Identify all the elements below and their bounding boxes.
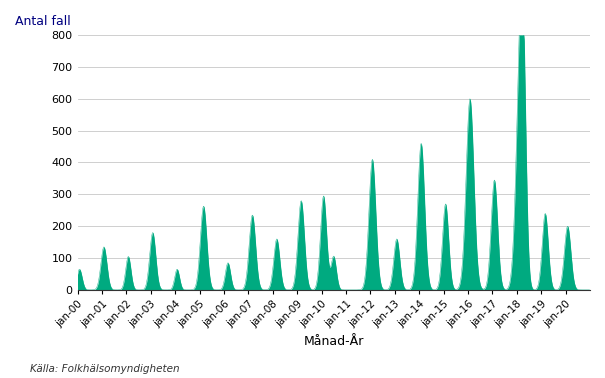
Text: Antal fall: Antal fall	[15, 15, 71, 28]
Text: Källa: Folkhälsomyndigheten: Källa: Folkhälsomyndigheten	[30, 364, 180, 374]
X-axis label: Månad-År: Månad-År	[304, 335, 364, 348]
